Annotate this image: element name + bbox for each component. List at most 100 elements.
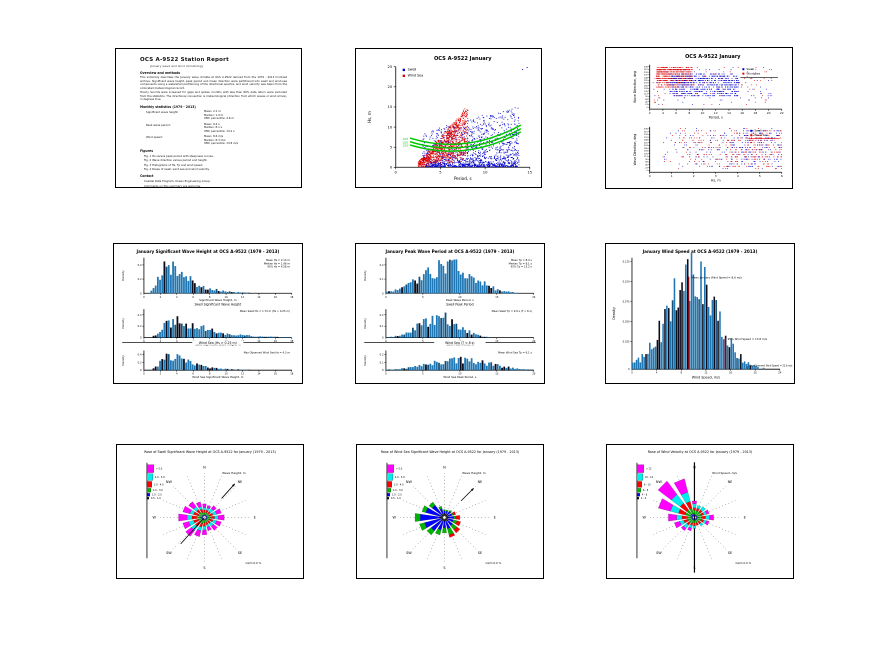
svg-text:10: 10 — [701, 111, 705, 115]
svg-text:270: 270 — [644, 75, 649, 77]
report-heading: Figures — [140, 149, 154, 154]
svg-text:4: 4 — [662, 111, 664, 115]
svg-text:Period, s: Period, s — [454, 176, 472, 181]
svg-text:1/15: 1/15 — [402, 137, 408, 141]
svg-text:293: 293 — [644, 72, 649, 74]
svg-text:0: 0 — [395, 171, 398, 175]
svg-text:1/25: 1/25 — [402, 144, 408, 148]
svg-text:0.2: 0.2 — [380, 263, 384, 267]
report-title: OCS A-9522 Station Report — [140, 57, 229, 63]
figure-period-histograms: January Peak Wave Period at OCS A-9522 (… — [355, 243, 545, 384]
svg-text:Wave Direction, deg: Wave Direction, deg — [633, 134, 637, 166]
svg-text:Mean Swell Hs = 1.74 m (Hs >: Mean Swell Hs = 1.74 m (Hs > 0.25 m) — [240, 309, 290, 313]
svg-text:180: 180 — [644, 85, 649, 87]
svg-text:Swell: Swell — [746, 67, 754, 71]
figure-direction-scatter: OCS A-9522 January 2 4 6 8 10 12 14 16 18 20 22 Peri… — [605, 47, 793, 189]
svg-text:10: 10 — [458, 295, 462, 299]
svg-text:8: 8 — [209, 372, 211, 376]
report-page: OCS A-9522 Station Report January wave an… — [116, 49, 301, 187]
svg-text:6: 6 — [192, 295, 194, 299]
svg-text:20: 20 — [767, 111, 771, 115]
svg-text:16: 16 — [274, 372, 278, 376]
report-stat-row: Wind speed: Mean: 8.6 m/s Median: 8.3 m/s 9… — [146, 134, 238, 146]
svg-text:Density: Density — [121, 270, 125, 281]
rose-plot: Rose of Wind Velocity at OCS A-9522 for … — [636, 450, 753, 573]
svg-text:225: 225 — [644, 80, 649, 82]
svg-text:248: 248 — [644, 140, 649, 142]
svg-text:315: 315 — [644, 69, 649, 71]
svg-text:0: 0 — [140, 291, 142, 295]
svg-text:338: 338 — [644, 67, 649, 69]
svg-text:0: 0 — [382, 291, 384, 295]
svg-text:0: 0 — [649, 174, 651, 178]
report-line: Fig. 4 Roses of swell, wind sea and wind… — [144, 167, 210, 172]
svg-text:5: 5 — [422, 295, 424, 299]
svg-text:113: 113 — [644, 156, 649, 158]
svg-text:158: 158 — [644, 88, 649, 90]
rose-plot: Rose of Swell Significant Wave Height at… — [144, 450, 276, 570]
svg-text:203: 203 — [644, 145, 649, 147]
svg-text:22: 22 — [780, 111, 784, 115]
svg-text:15: 15 — [495, 295, 499, 299]
svg-text:0.2: 0.2 — [138, 277, 142, 281]
svg-text:18: 18 — [290, 372, 294, 376]
svg-text:90: 90 — [645, 159, 648, 161]
svg-text:10: 10 — [388, 125, 393, 129]
svg-text:OCS A-9522 January: OCS A-9522 January — [685, 54, 741, 60]
report-line: This summary describes the January wave … — [140, 75, 287, 90]
svg-text:4: 4 — [176, 295, 178, 299]
svg-text:Swell: Swell — [754, 129, 762, 133]
svg-text:0: 0 — [390, 166, 393, 170]
svg-text:95% Hs = 4.58 m: 95% Hs = 4.58 m — [267, 265, 290, 269]
svg-text:315: 315 — [644, 131, 649, 133]
svg-text:68: 68 — [645, 99, 648, 101]
report-line: Fig. 1 Hs versus peak period with steepn… — [144, 153, 214, 158]
svg-text:18: 18 — [290, 339, 294, 343]
svg-text:0: 0 — [143, 339, 145, 343]
svg-text:10: 10 — [483, 171, 488, 175]
report-line: Fig. 2 Wave direction versus period and … — [144, 158, 208, 163]
svg-text:10: 10 — [225, 295, 229, 299]
svg-text:18: 18 — [754, 111, 758, 115]
report-line: Hourly records were screened for gaps an… — [140, 90, 287, 101]
svg-text:6: 6 — [781, 174, 783, 178]
svg-text:20: 20 — [532, 295, 536, 299]
svg-text:0: 0 — [143, 372, 145, 376]
svg-text:135: 135 — [644, 91, 649, 93]
svg-text:6: 6 — [675, 111, 677, 115]
svg-text:0.2: 0.2 — [138, 324, 142, 328]
report-stat-row: Significant wave height: Mean: 2.1 m Media… — [146, 109, 234, 121]
svg-text:0: 0 — [140, 368, 142, 372]
svg-text:Density: Density — [363, 270, 367, 281]
svg-text:Peak Wave Period, s: Peak Wave Period, s — [446, 298, 474, 302]
report-heading: Monthly statistics (1979 - 2013) — [140, 104, 196, 109]
svg-text:12: 12 — [714, 111, 718, 115]
svg-text:14: 14 — [257, 372, 261, 376]
svg-text:4: 4 — [176, 339, 178, 343]
svg-text:270: 270 — [644, 137, 649, 139]
svg-text:6: 6 — [192, 372, 194, 376]
svg-text:14: 14 — [727, 111, 731, 115]
report-heading: Overview and methods — [140, 71, 181, 75]
histogram-plot: January Peak Wave Period at OCS A-9522 (… — [363, 249, 536, 379]
figure-hs-histograms: January Significant Wave Height at OCS A… — [113, 243, 303, 384]
svg-text:Wind Sea: Wind Sea — [746, 72, 760, 76]
svg-text:0: 0 — [385, 295, 387, 299]
hs-period-scatter-plot: OCS A-9522 January 0 5 10 15 0 5 10 15 20 25 Period… — [367, 56, 533, 181]
svg-text:338: 338 — [644, 129, 649, 131]
report-line: Comments on this summary are welcome. — [144, 183, 201, 187]
report-stat-row: Peak wave period: Mean: 8.4 s Median: 8.1 … — [146, 121, 235, 133]
svg-text:5: 5 — [759, 174, 761, 178]
svg-text:14: 14 — [257, 339, 261, 343]
svg-text:Swell Significant Wave Height: Swell Significant Wave Height — [194, 303, 242, 307]
svg-text:4: 4 — [737, 174, 739, 178]
svg-text:23: 23 — [645, 167, 648, 169]
histogram-plot: January Significant Wave Height at OCS A… — [121, 249, 294, 379]
svg-text:180: 180 — [644, 148, 649, 150]
figure-station-report: OCS A-9522 Station Report January wave an… — [115, 48, 302, 188]
svg-text:January Peak Wave Period at OC: January Peak Wave Period at OCS A-9522 (… — [385, 249, 515, 254]
svg-text:8: 8 — [688, 111, 690, 115]
svg-text:158: 158 — [644, 151, 649, 153]
